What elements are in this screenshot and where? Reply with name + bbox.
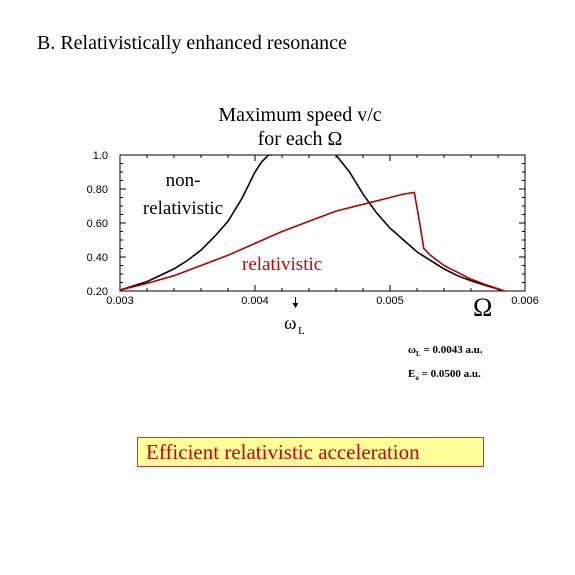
non-relativistic-curve [335,155,506,291]
x-tick-label: 0.006 [511,295,539,307]
y-tick-label: 0.20 [87,286,108,298]
chart-title: Maximum speed v/c for each Ω [180,103,420,151]
parameters-legend: ωL = 0.0043 a.u. Eo = 0.0500 a.u. [408,340,483,388]
non-relativistic-label-line2: relativistic [143,198,223,219]
e0-value: = 0.0500 a.u. [421,368,481,381]
x-axis-label: Ω [473,293,492,322]
omega-l-arrow-head [292,303,299,308]
relativistic-curve [120,191,506,291]
y-tick-label: 0.60 [87,218,108,230]
y-tick-label: 0.80 [87,184,108,196]
chart-title-line-1: Maximum speed v/c [218,104,382,126]
omega-l-marker-label: ω [284,313,297,334]
slide-title: B. Relativistically enhanced resonance [37,32,347,54]
y-tick-label: 0.40 [87,252,108,264]
y-tick-label: 1.0 [93,150,108,162]
omega-l-value: = 0.0043 a.u. [423,344,483,356]
relativistic-label: relativistic [242,254,322,275]
omega-l-marker-sub: L [298,325,305,337]
e0-sub: o [415,374,419,383]
x-tick-label: 0.004 [241,295,269,307]
omega-l-sub: L [416,350,421,359]
non-relativistic-label-line1: non- [166,170,201,191]
e0-symbol: E [408,368,416,381]
omega-l-symbol: ω [408,344,417,356]
x-tick-label: 0.003 [106,295,134,307]
callout-box: Efficient relativistic acceleration [137,437,484,467]
non-relativistic-curve [120,155,273,291]
chart-title-line-2: for each Ω [257,128,343,150]
e0-param: Eo = 0.0500 a.u. [408,364,483,388]
omega-l-param: ωL = 0.0043 a.u. [408,340,483,364]
x-tick-label: 0.005 [376,295,404,307]
